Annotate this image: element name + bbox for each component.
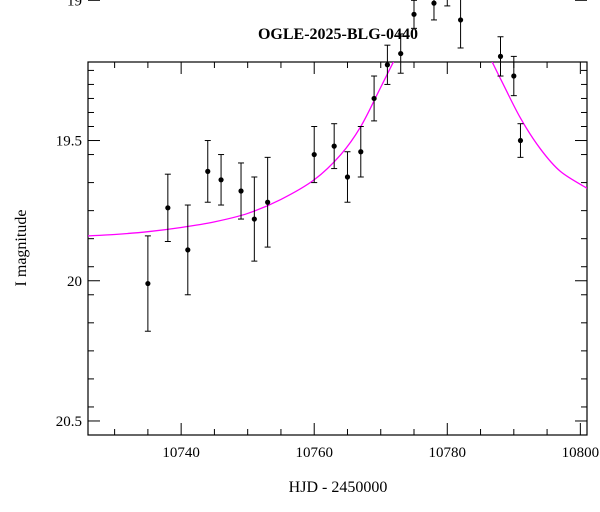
data-point [265, 199, 271, 205]
data-point [165, 205, 171, 211]
data-point [238, 188, 244, 194]
y-tick-label: 20 [67, 274, 82, 290]
x-tick-label: 10800 [562, 445, 600, 461]
y-axis-label: I magnitude [13, 210, 30, 287]
data-point [311, 151, 317, 158]
model-curve [88, 62, 587, 237]
data-point [497, 53, 504, 59]
data-point [371, 95, 377, 102]
x-tick-label: 10740 [162, 445, 200, 461]
x-tick-label: 10780 [429, 445, 467, 461]
data-point [384, 62, 390, 68]
data-point [331, 143, 337, 149]
model-curve-group [88, 62, 587, 237]
x-axis-label: HJD - 2450000 [289, 479, 388, 496]
data-point [431, 0, 437, 6]
x-tick-label: 10760 [295, 445, 333, 461]
data-point [398, 50, 404, 57]
y-tick-label: 20.5 [56, 414, 82, 430]
data-point [411, 11, 417, 17]
data-point [251, 216, 257, 222]
data-point [511, 73, 517, 79]
data-point [185, 247, 191, 253]
data-point [358, 149, 364, 155]
data-point [205, 168, 211, 174]
data-point [145, 280, 151, 287]
x-axis-ticks: 10740 10760 10780 10800 [114, 62, 600, 461]
y-axis-ticks: 19 19.5 20 20.5 [56, 0, 587, 436]
data-point [218, 177, 224, 183]
chart-title: OGLE-2025-BLG-0440 [258, 26, 418, 43]
y-tick-label: 19 [67, 0, 82, 9]
data-point [517, 137, 524, 144]
data-points-group [144, 0, 524, 332]
plot-frame [87, 61, 588, 436]
data-point [344, 174, 351, 180]
data-point [457, 17, 464, 23]
y-tick-label: 19.5 [56, 134, 82, 150]
